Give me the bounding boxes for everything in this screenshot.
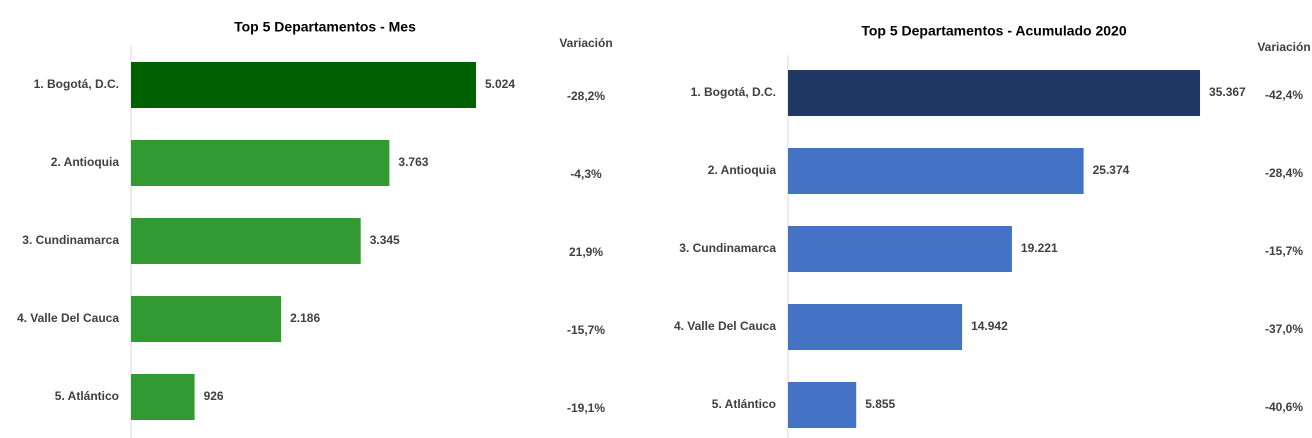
chart-title: Top 5 Departamentos - Mes [234,19,416,35]
value-label: 14.942 [971,319,1008,333]
category-label: 3. Cundinamarca [679,241,776,255]
category-label: 4. Valle Del Cauca [674,319,776,333]
value-label: 5.855 [865,397,895,411]
bar [788,382,857,428]
variation-label: 21,9% [569,245,603,259]
chart-title: Top 5 Departamentos - Acumulado 2020 [861,23,1126,39]
variation-label: -28,2% [567,89,605,103]
value-label: 25.374 [1093,163,1130,177]
variation-label: -37,0% [1265,322,1303,336]
bar [131,62,476,108]
bar [788,226,1012,272]
bar [131,296,282,342]
value-label: 3.763 [398,155,428,169]
category-label: 2. Antioquia [708,163,777,177]
bar [131,140,390,186]
bar [788,70,1201,116]
bar [131,374,195,420]
category-label: 5. Atlántico [55,389,119,403]
bar [788,148,1084,194]
bar [131,218,361,264]
variation-label: -4,3% [570,167,602,181]
value-label: 19.221 [1021,241,1058,255]
variation-label: -19,1% [567,401,605,415]
category-label: 2. Antioquia [51,155,120,169]
category-label: 1. Bogotá, D.C. [34,77,119,91]
value-label: 3.345 [370,233,400,247]
variation-label: -28,4% [1265,166,1303,180]
value-label: 2.186 [290,311,320,325]
variation-label: -15,7% [1265,244,1303,258]
category-label: 3. Cundinamarca [22,233,119,247]
value-label: 5.024 [485,77,515,91]
variation-label: -15,7% [567,323,605,337]
value-label: 926 [204,389,224,403]
variation-label: -42,4% [1265,88,1303,102]
variation-label: -40,6% [1265,400,1303,414]
category-label: 5. Atlántico [712,397,776,411]
bar [788,304,963,350]
value-label: 35.367 [1209,85,1246,99]
variation-title: Variación [559,36,612,50]
category-label: 4. Valle Del Cauca [17,311,119,325]
category-label: 1. Bogotá, D.C. [691,85,776,99]
variation-title: Variación [1257,40,1310,54]
